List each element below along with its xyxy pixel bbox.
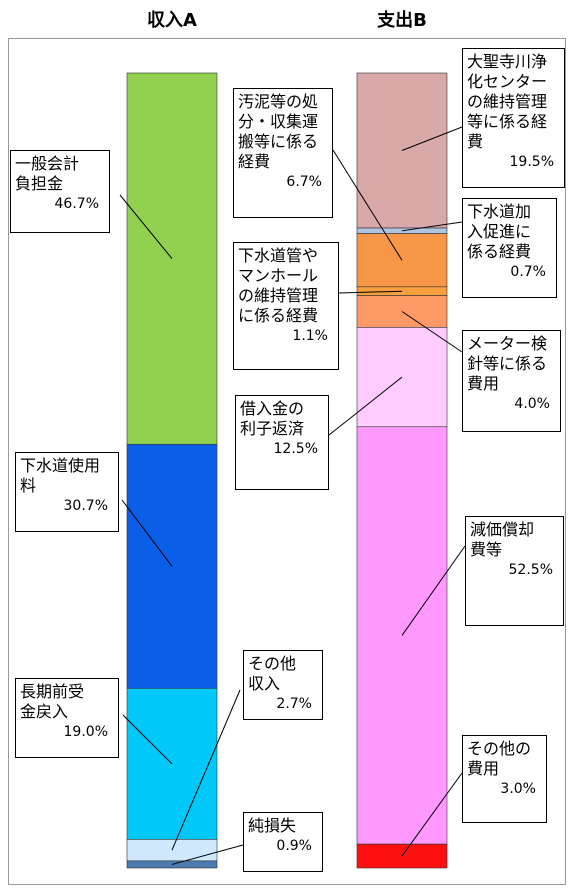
callout: その他収入 2.7% (243, 650, 323, 720)
value-label: 2.7% (276, 696, 312, 712)
segment-label: 長期前受金戻入 (20, 682, 85, 721)
leader-line (338, 290, 403, 294)
callout: その他の費用 3.0% (462, 735, 547, 823)
segment-label: 一般会計負担金 (15, 154, 80, 193)
leader-line (401, 221, 463, 232)
segment-label: 大聖寺川浄化センターの維持管理等に係る経費 (467, 52, 548, 151)
value-label: 46.7% (54, 196, 99, 212)
leader-line (122, 714, 173, 765)
callout: 長期前受金戻入 19.0% (15, 678, 119, 758)
segment-label: その他収入 (248, 654, 297, 693)
leader-line (401, 545, 466, 636)
leader-line (401, 772, 463, 857)
callout: 大聖寺川浄化センターの維持管理等に係る経費 19.5% (462, 48, 565, 188)
callout: 借入金の利子返済 12.5% (235, 395, 329, 490)
leader-line (332, 149, 403, 261)
value-label: 52.5% (508, 562, 553, 578)
segment-label: その他の費用 (467, 739, 532, 778)
value-label: 19.0% (63, 724, 108, 740)
segment-label: 下水道管やマンホールの維持管理に係る経費 (238, 246, 319, 325)
segment-label: 純損失 (248, 816, 297, 835)
value-label: 0.9% (276, 838, 312, 854)
value-label: 1.1% (292, 328, 328, 344)
value-label: 12.5% (273, 441, 318, 457)
segment-label: 下水道使用料 (20, 456, 101, 495)
leader-line (328, 376, 403, 436)
value-label: 19.5% (509, 154, 554, 170)
value-label: 30.7% (63, 498, 108, 514)
leader-line (401, 311, 463, 353)
value-label: 0.7% (510, 264, 546, 280)
callout: メーター検針等に係る費用 4.0% (462, 330, 561, 432)
callout: 下水道加入促進に係る経費 0.7% (462, 198, 557, 298)
leader-line (121, 499, 173, 567)
callout: 汚泥等の処分・収集運搬等に係る経費 6.7% (233, 88, 333, 218)
callout: 下水道管やマンホールの維持管理に係る経費 1.1% (233, 242, 339, 370)
bar-title: 収入A (147, 10, 197, 31)
bar-segment (126, 72, 218, 445)
segment-label: メーター検針等に係る費用 (467, 334, 548, 393)
bar-segment (126, 688, 218, 840)
callout: 減価償却費等 52.5% (465, 516, 564, 626)
value-label: 3.0% (500, 781, 536, 797)
bar-segment (126, 839, 218, 862)
segment-label: 減価償却費等 (470, 520, 535, 559)
segment-label: 汚泥等の処分・収集運搬等に係る経費 (238, 92, 319, 171)
callout: 一般会計負担金 46.7% (10, 150, 110, 233)
callout: 下水道使用料 30.7% (15, 452, 119, 532)
segment-label: 下水道加入促進に係る経費 (467, 202, 532, 261)
callout: 純損失 0.9% (243, 812, 323, 872)
segment-label: 借入金の利子返済 (240, 399, 305, 438)
value-label: 4.0% (514, 396, 550, 412)
leader-line (119, 194, 173, 259)
bar-title: 支出B (377, 10, 427, 31)
leader-line (401, 126, 463, 151)
leader-line (171, 689, 241, 851)
value-label: 6.7% (286, 174, 322, 190)
frame (8, 38, 566, 885)
leader-line (171, 844, 244, 865)
